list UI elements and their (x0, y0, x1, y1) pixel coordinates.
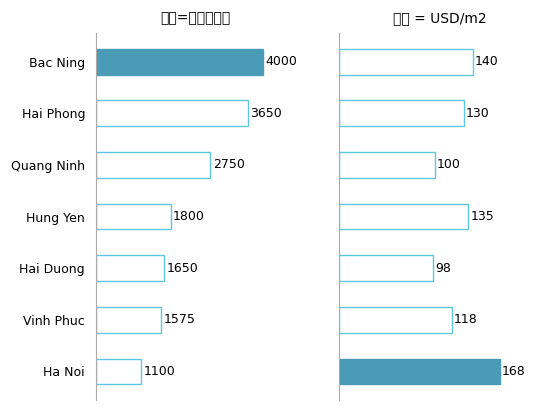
Text: 1650: 1650 (167, 262, 198, 275)
Text: 140: 140 (475, 55, 499, 68)
Text: 135: 135 (470, 210, 494, 223)
Text: 100: 100 (437, 158, 461, 171)
Text: 4000: 4000 (265, 55, 297, 68)
Bar (95, 100, 248, 126)
Bar (339, 100, 463, 126)
Bar (339, 152, 435, 178)
Text: 3650: 3650 (250, 107, 282, 120)
Text: 118: 118 (454, 313, 478, 326)
Text: 98: 98 (435, 262, 451, 275)
Bar (95, 49, 263, 74)
Bar (95, 255, 164, 281)
Title: 単価 = USD/m2: 単価 = USD/m2 (393, 11, 487, 25)
Title: 単位=ヘクタール: 単位=ヘクタール (161, 11, 231, 25)
Bar (95, 358, 142, 384)
Text: 1100: 1100 (144, 365, 176, 378)
Text: 2750: 2750 (213, 158, 245, 171)
Text: 130: 130 (466, 107, 489, 120)
Text: 1800: 1800 (173, 210, 205, 223)
Bar (339, 203, 468, 229)
Text: 1575: 1575 (164, 313, 196, 326)
Text: 168: 168 (502, 365, 526, 378)
Bar (339, 358, 500, 384)
Bar (95, 152, 210, 178)
Bar (95, 307, 161, 333)
Bar (339, 307, 452, 333)
Bar (339, 255, 433, 281)
Bar (95, 203, 171, 229)
Bar (339, 49, 473, 74)
